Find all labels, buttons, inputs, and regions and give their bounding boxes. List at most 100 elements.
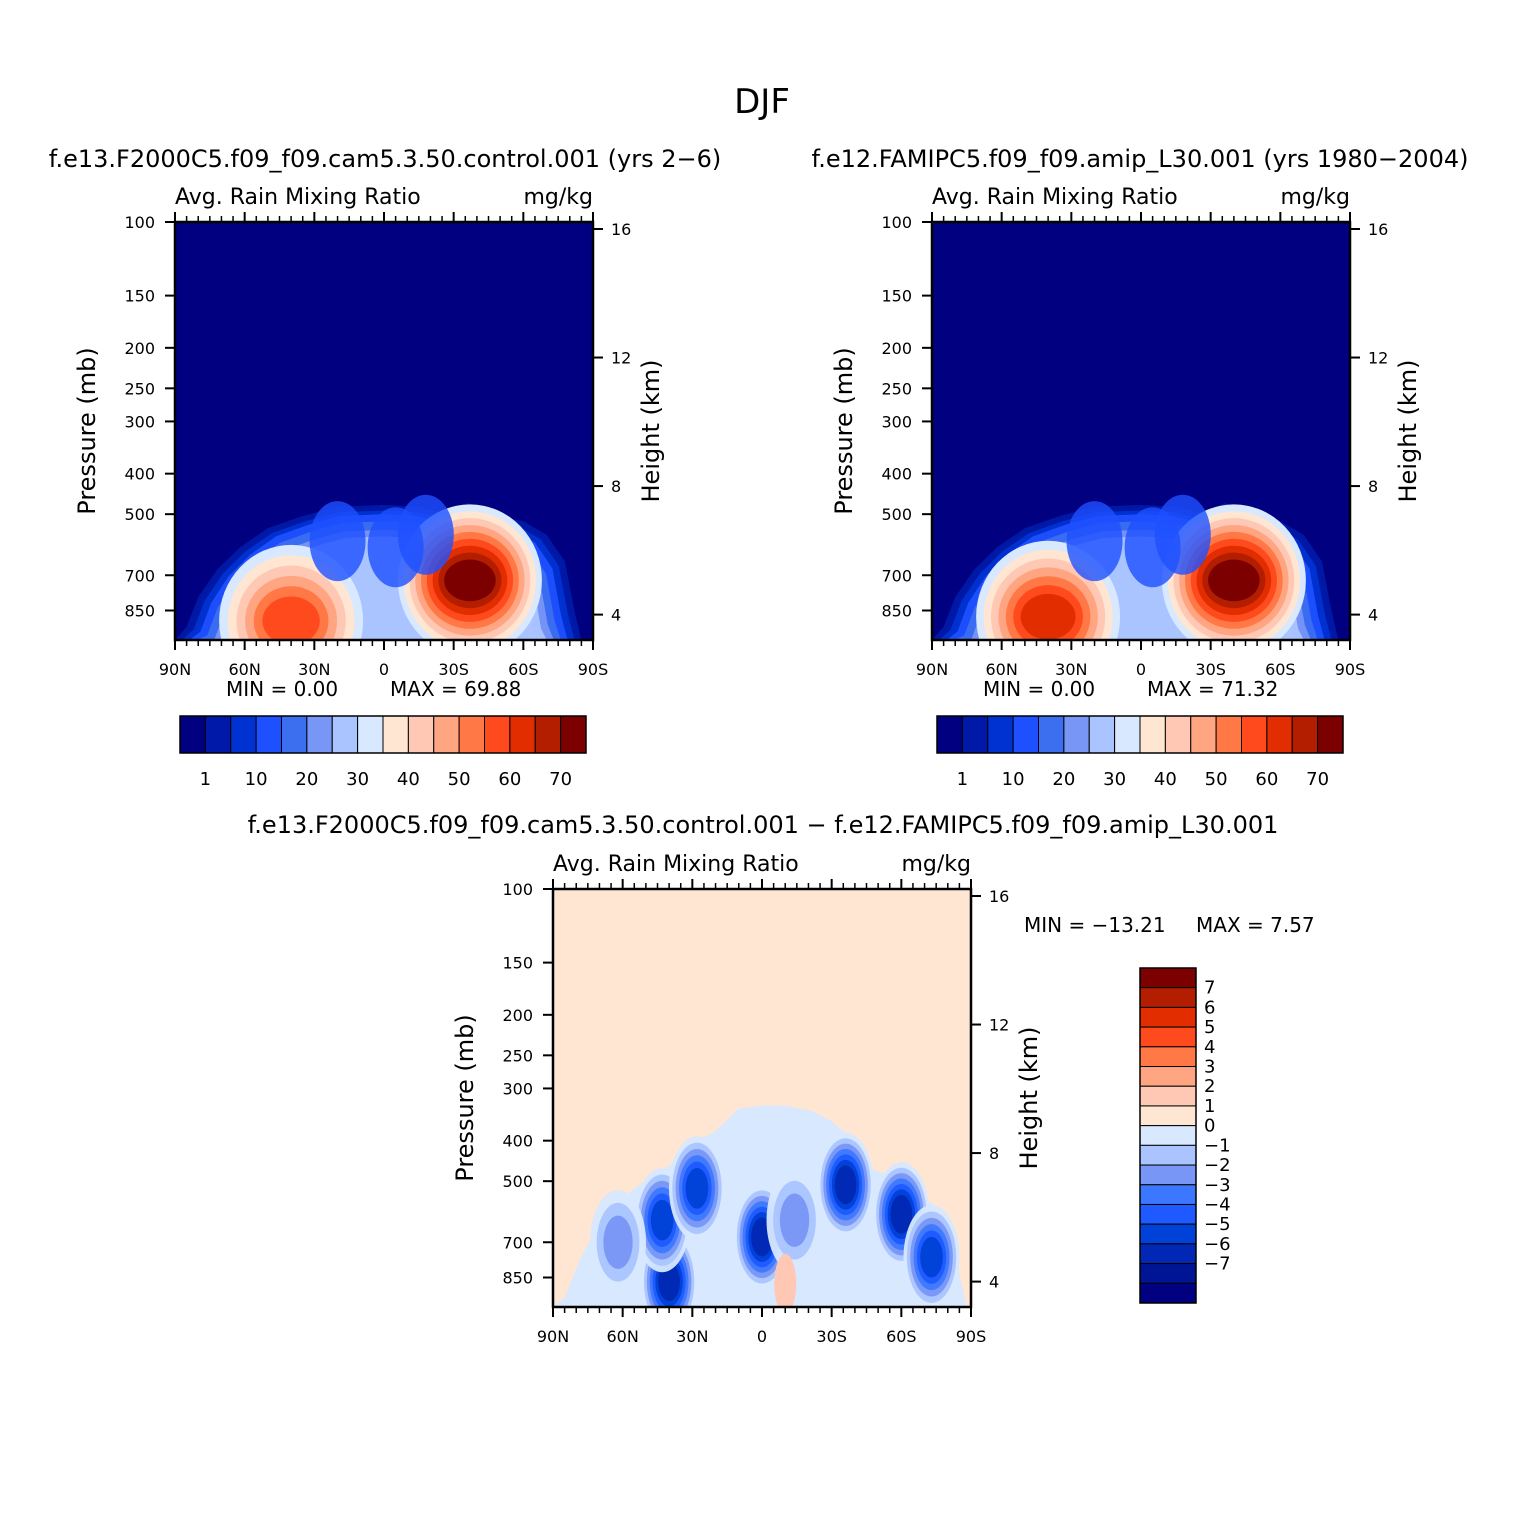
- x-tick-label: 90S: [578, 660, 609, 679]
- min-value-label: MIN = −13.21: [1024, 913, 1166, 937]
- colorbar-swatch: [1139, 1026, 1197, 1048]
- diff-blob-8-3: [779, 1193, 810, 1247]
- colorbar-swatch: [1139, 1184, 1197, 1205]
- colorbar-swatch: [1139, 1282, 1197, 1304]
- colorbar-label: 6: [1204, 997, 1215, 1018]
- panel-difference: f.e13.F2000C5.f09_f09.cam5.3.50.control.…: [248, 811, 1315, 1346]
- x-tick-label: 0: [1136, 660, 1146, 679]
- contour-field: [932, 494, 1350, 640]
- colorbar-swatch: [1215, 715, 1242, 754]
- colorbar-swatch: [1164, 715, 1192, 754]
- contour-field: [553, 1105, 971, 1307]
- colorbar-label: 1: [957, 769, 968, 790]
- panel-amip: f.e12.FAMIPC5.f09_f09.amip_L30.001 (yrs …: [812, 145, 1469, 790]
- colorbar-label: 70: [549, 769, 572, 790]
- y-tick-label: 100: [124, 213, 155, 232]
- min-value-label: MIN = 0.00: [226, 677, 338, 701]
- y2-tick-label: 8: [611, 477, 621, 496]
- colorbar-swatch: [1139, 1164, 1197, 1186]
- colorbar-frame: [1139, 967, 1197, 1304]
- colorbar-swatch: [433, 715, 460, 754]
- x-tick-label: 60S: [886, 1327, 917, 1346]
- colorbar-label: 50: [1205, 769, 1228, 790]
- colorbar-swatch: [1139, 1006, 1197, 1028]
- colorbar-label: 10: [245, 769, 268, 790]
- max-value-label: MAX = 7.57: [1196, 913, 1315, 937]
- colorbar-swatch: [1291, 715, 1319, 754]
- colorbar-label: 2: [1204, 1076, 1215, 1097]
- y-tick-label: 500: [124, 505, 155, 524]
- colorbar-swatch: [1139, 1203, 1197, 1225]
- y-tick-label: 250: [124, 379, 155, 398]
- x-tick-label: 90N: [537, 1327, 569, 1346]
- colorbar-swatch: [560, 715, 587, 754]
- diff-blob-5-7: [834, 1165, 857, 1205]
- hotspot-0-level-13: [1020, 593, 1076, 640]
- colorbar-label: −1: [1204, 1135, 1231, 1156]
- y-tick-label: 150: [881, 287, 912, 306]
- colorbar-swatch: [1317, 715, 1344, 754]
- y-tick-label: 200: [502, 1006, 533, 1025]
- y2-axis-label: Height (km): [1015, 1027, 1043, 1170]
- diff-blob-9-3: [603, 1215, 633, 1269]
- colorbar-swatch: [987, 715, 1014, 754]
- y2-tick-label: 16: [611, 220, 631, 239]
- colorbar-swatch: [281, 715, 308, 754]
- x-tick-label: 30S: [1195, 660, 1226, 679]
- y-tick-label: 250: [502, 1046, 533, 1065]
- x-tick-label: 30N: [676, 1327, 708, 1346]
- y-tick-label: 500: [502, 1172, 533, 1191]
- colorbar-swatch: [509, 715, 536, 754]
- y-tick-label: 300: [881, 412, 912, 431]
- colorbar-label: −3: [1204, 1175, 1231, 1196]
- diff-blob-6-7: [890, 1194, 913, 1234]
- colorbar-swatch: [204, 715, 232, 754]
- colorbar-label: 10: [1002, 769, 1025, 790]
- x-tick-label: 60S: [1265, 660, 1296, 679]
- contour-field: [175, 494, 593, 640]
- y-axis-label: Pressure (mb): [451, 1014, 479, 1181]
- y-tick-label: 700: [502, 1233, 533, 1252]
- x-tick-label: 60S: [508, 660, 539, 679]
- y-tick-label: 500: [881, 505, 912, 524]
- minor-contour-0: [309, 501, 366, 582]
- colorbar-label: −4: [1204, 1194, 1231, 1215]
- y-tick-label: 100: [881, 213, 912, 232]
- colorbar-label: 5: [1204, 1017, 1215, 1038]
- x-tick-label: 90N: [159, 660, 191, 679]
- x-tick-label: 90N: [916, 660, 948, 679]
- y-tick-label: 200: [881, 339, 912, 358]
- y-tick-label: 200: [124, 339, 155, 358]
- colorbar-swatch: [1139, 967, 1197, 989]
- colorbar-swatch: [1139, 1066, 1197, 1087]
- colorbar-swatch: [1114, 715, 1141, 754]
- y2-axis-label: Height (km): [1394, 360, 1422, 503]
- colorbar-swatch: [407, 715, 435, 754]
- colorbar-swatch: [1139, 1085, 1197, 1107]
- max-value-label: MAX = 71.32: [1147, 677, 1278, 701]
- y2-tick-label: 12: [611, 349, 631, 368]
- panel-control: f.e13.F2000C5.f09_f09.cam5.3.50.control.…: [49, 145, 722, 790]
- x-tick-label: 0: [757, 1327, 767, 1346]
- y-tick-label: 100: [502, 880, 533, 899]
- colorbar-swatch: [357, 715, 384, 754]
- colorbar-swatch: [230, 715, 257, 754]
- colorbar-label: 30: [1103, 769, 1126, 790]
- y2-tick-label: 4: [611, 606, 621, 625]
- case-title: f.e13.F2000C5.f09_f09.cam5.3.50.control.…: [248, 811, 1279, 839]
- colorbar-label: 1: [200, 769, 211, 790]
- colorbar-label: 3: [1204, 1057, 1215, 1078]
- y-tick-label: 150: [124, 287, 155, 306]
- colorbar-swatch: [1139, 1263, 1197, 1284]
- hotspot-1-level-15: [1208, 559, 1260, 602]
- minor-contour-2: [397, 494, 454, 575]
- units-label: mg/kg: [1280, 185, 1350, 210]
- y2-tick-label: 4: [1368, 606, 1378, 625]
- y-tick-label: 850: [124, 601, 155, 620]
- main-title: DJF: [734, 82, 790, 122]
- units-label: mg/kg: [523, 185, 593, 210]
- y-tick-label: 850: [881, 601, 912, 620]
- colorbar-label: 20: [1052, 769, 1075, 790]
- colorbar-swatch: [306, 715, 333, 754]
- colorbar-label: 60: [498, 769, 521, 790]
